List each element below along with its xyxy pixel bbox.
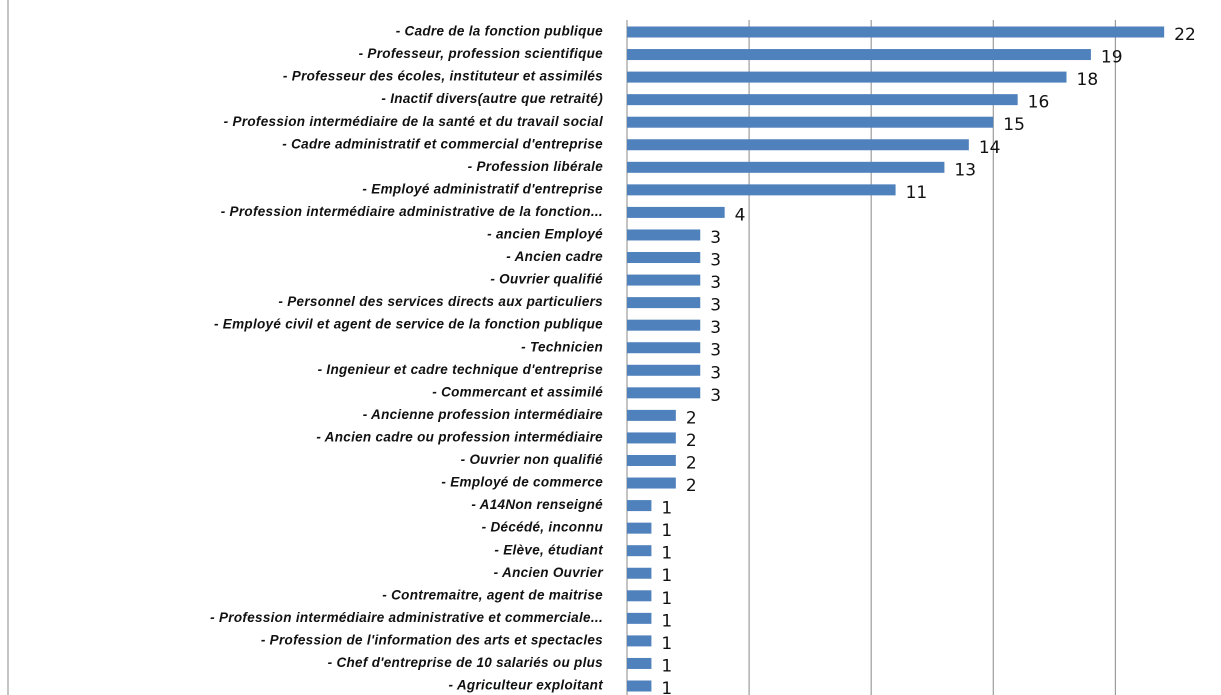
value-label: 2 (686, 431, 697, 451)
value-label: 13 (954, 160, 976, 180)
category-label: - Profession libérale (468, 159, 604, 174)
bar (627, 545, 652, 557)
value-label: 1 (661, 656, 672, 676)
bar (627, 184, 896, 196)
value-label: 1 (661, 499, 672, 519)
bar (627, 409, 676, 421)
category-label: - Contremaitre, agent de maitrise (382, 587, 603, 602)
bar (627, 590, 652, 602)
value-label: 16 (1028, 93, 1050, 113)
bar (627, 612, 652, 624)
bar (627, 161, 945, 173)
value-label: 3 (710, 318, 721, 338)
category-label: - Chef d'entreprise de 10 salariés ou pl… (328, 655, 604, 670)
bar (627, 567, 652, 579)
category-label: - Employé de commerce (441, 475, 603, 490)
value-label: 18 (1077, 70, 1099, 90)
value-label: 19 (1101, 48, 1123, 68)
value-label: 1 (661, 521, 672, 541)
bar (627, 139, 969, 151)
bar (627, 319, 701, 331)
category-label: - Ouvrier qualifié (490, 272, 603, 287)
bar (627, 432, 676, 444)
value-label: 1 (661, 611, 672, 631)
category-label: - Ancien cadre (506, 249, 603, 264)
value-label: 2 (686, 453, 697, 473)
category-label: - Commercant et assimilé (432, 384, 603, 399)
bar (627, 229, 701, 241)
bar (627, 635, 652, 647)
value-label: 1 (661, 566, 672, 586)
category-label: - Inactif divers(autre que retraité) (381, 91, 603, 106)
bar (627, 71, 1067, 83)
category-label: - A14Non renseigné (471, 497, 603, 512)
bar (627, 49, 1091, 61)
category-label: - Agriculteur exploitant (449, 678, 604, 693)
bar (627, 297, 701, 309)
bar (627, 342, 701, 354)
bar (627, 206, 725, 218)
bar (627, 274, 701, 286)
bar (627, 26, 1165, 38)
value-label: 3 (710, 273, 721, 293)
category-label: - Technicien (521, 339, 603, 354)
value-label: 1 (661, 634, 672, 654)
value-label: 14 (979, 138, 1001, 158)
bar (627, 522, 652, 534)
category-label: - Décédé, inconnu (482, 520, 604, 535)
category-label: - Professeur, profession scientifique (359, 46, 604, 61)
bar (627, 500, 652, 512)
category-label: - Ouvrier non qualifié (461, 452, 604, 467)
category-label: - Ancienne profession intermédiaire (363, 407, 603, 422)
value-label: 1 (661, 589, 672, 609)
category-label: - Employé administratif d'entreprise (362, 181, 603, 196)
value-label: 3 (710, 251, 721, 271)
value-label: 3 (710, 386, 721, 406)
bar (627, 116, 994, 128)
bar (627, 387, 701, 399)
bar (627, 252, 701, 264)
category-label: - Profession intermédiaire administrativ… (210, 610, 603, 625)
value-label: 1 (661, 679, 672, 695)
value-label: 1 (661, 544, 672, 564)
category-label: - Profession de l'information des arts e… (261, 632, 603, 647)
value-label: 4 (735, 205, 746, 225)
bar (627, 94, 1018, 106)
value-label: 2 (686, 408, 697, 428)
value-label: 3 (710, 228, 721, 248)
bar (627, 657, 652, 669)
value-label: 3 (710, 296, 721, 316)
category-label: - Professeur des écoles, instituteur et … (283, 69, 603, 84)
bar (627, 364, 701, 376)
value-label: 3 (710, 341, 721, 361)
category-label: - Employé civil et agent de service de l… (214, 317, 603, 332)
category-label: - ancien Employé (487, 227, 603, 242)
category-label: - Profession intermédiaire administrativ… (221, 204, 603, 219)
value-label: 3 (710, 363, 721, 383)
bar (627, 680, 652, 692)
bar (627, 454, 676, 466)
category-label: - Ingenieur et cadre technique d'entrepr… (318, 362, 604, 377)
value-label: 11 (906, 183, 928, 203)
category-label: - Elève, étudiant (494, 542, 603, 557)
category-label: - Cadre de la fonction publique (396, 24, 603, 39)
bar (627, 477, 676, 489)
value-label: 15 (1003, 115, 1025, 135)
value-label: 2 (686, 476, 697, 496)
value-label: 22 (1174, 25, 1196, 45)
category-label: - Ancien cadre ou profession intermédiai… (316, 429, 603, 444)
category-label: - Personnel des services directs aux par… (278, 294, 603, 309)
category-label: - Cadre administratif et commercial d'en… (282, 136, 603, 151)
category-label: - Ancien Ouvrier (494, 565, 604, 580)
category-label: - Profession intermédiaire de la santé e… (224, 114, 603, 129)
